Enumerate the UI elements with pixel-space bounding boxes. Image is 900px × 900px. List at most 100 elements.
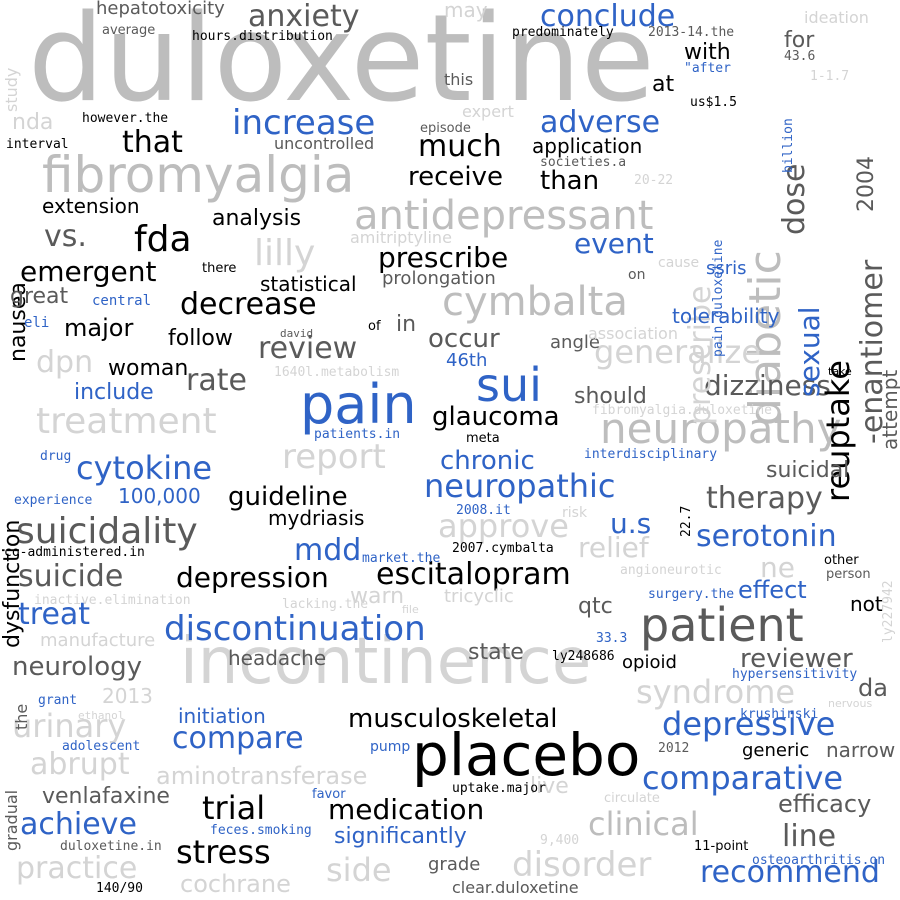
word: aminotransferase bbox=[156, 762, 368, 790]
word: expert bbox=[462, 102, 514, 121]
word: narrow bbox=[826, 738, 896, 762]
word: lilly bbox=[254, 233, 316, 274]
word: other bbox=[824, 553, 859, 568]
word: anxiety bbox=[248, 0, 360, 34]
word: treat bbox=[18, 597, 91, 632]
word: chronic bbox=[440, 446, 535, 476]
word: co-administered.in bbox=[4, 545, 145, 560]
word: 9,400 bbox=[540, 833, 580, 848]
word: 2004 bbox=[854, 156, 879, 212]
word: patient bbox=[640, 598, 804, 652]
word: angioneurotic bbox=[620, 563, 722, 578]
word: average bbox=[102, 23, 156, 38]
word: angle bbox=[550, 332, 600, 353]
word: for bbox=[784, 28, 815, 53]
word: pump bbox=[370, 739, 411, 755]
word: ethanol bbox=[78, 709, 125, 722]
word: osteoarthritis.on bbox=[752, 853, 886, 868]
word: duloxetine bbox=[28, 0, 655, 129]
word: experience bbox=[14, 493, 93, 508]
word: 1640l.metabolism bbox=[274, 365, 400, 380]
word: of bbox=[368, 319, 381, 334]
word: compare bbox=[172, 721, 304, 756]
word: hours.distribution bbox=[192, 29, 333, 44]
word: feces.smoking bbox=[210, 823, 312, 838]
word: emergent bbox=[20, 255, 157, 288]
word: recommend bbox=[700, 855, 880, 890]
word: person bbox=[826, 567, 871, 582]
word: grant bbox=[38, 693, 78, 708]
word: cause bbox=[658, 255, 700, 271]
word: treatment bbox=[36, 401, 217, 442]
word: dose bbox=[777, 163, 812, 235]
word: adverse bbox=[540, 105, 661, 140]
word: generalize bbox=[594, 333, 761, 371]
word: suicidal bbox=[766, 458, 850, 483]
word: 46th bbox=[446, 350, 488, 371]
word: receive bbox=[408, 162, 504, 192]
word: syndrome bbox=[636, 673, 796, 711]
word: side bbox=[326, 851, 392, 889]
word: file bbox=[402, 603, 419, 616]
word: depressive bbox=[662, 705, 836, 743]
word: dpn bbox=[36, 345, 94, 380]
word: 22.7 bbox=[679, 505, 694, 537]
word: uptake.major bbox=[452, 781, 546, 796]
word: david bbox=[280, 327, 314, 340]
word: abrupt bbox=[30, 747, 130, 782]
word: central bbox=[92, 293, 152, 309]
word: u.s bbox=[610, 507, 652, 540]
word: neuropathic bbox=[424, 467, 616, 505]
word: woman bbox=[108, 356, 189, 381]
word: serotonin bbox=[696, 519, 837, 554]
word: achieve bbox=[20, 807, 137, 842]
word: opioid bbox=[622, 652, 677, 673]
word: in bbox=[396, 312, 417, 337]
word: depression bbox=[176, 561, 329, 594]
word: cymbalta bbox=[442, 279, 628, 325]
word: statistical bbox=[260, 272, 357, 296]
word: us$1.5 bbox=[690, 95, 737, 110]
word: urinary bbox=[12, 707, 127, 745]
word: major bbox=[64, 314, 134, 342]
word: rate bbox=[186, 363, 247, 398]
word: 1-1.7 bbox=[810, 69, 850, 84]
word: qtc bbox=[578, 594, 613, 619]
word: live bbox=[530, 774, 569, 799]
word: 2013-14.the bbox=[648, 25, 735, 40]
word: generic bbox=[742, 740, 810, 761]
word: tolerability bbox=[672, 304, 780, 328]
word: cytokine bbox=[76, 449, 213, 487]
word: efficacy bbox=[778, 790, 872, 818]
word: dizziness bbox=[704, 369, 831, 402]
word: decrease bbox=[180, 287, 317, 322]
word: surgery.the bbox=[648, 587, 735, 602]
word: at bbox=[652, 72, 675, 97]
word: 2013 bbox=[102, 684, 153, 708]
word: on bbox=[628, 267, 646, 283]
word: drug bbox=[40, 449, 72, 464]
word: association bbox=[588, 324, 678, 343]
word: guideline bbox=[228, 482, 348, 512]
word: market.the bbox=[362, 551, 441, 566]
word: that bbox=[122, 125, 183, 160]
word: ssris bbox=[706, 258, 747, 279]
word: nda bbox=[12, 110, 54, 135]
word: than bbox=[540, 166, 600, 196]
word: line bbox=[782, 819, 837, 854]
word: da bbox=[858, 674, 888, 702]
word: conclude bbox=[540, 0, 676, 34]
word: manufacture bbox=[40, 630, 156, 651]
word: meta bbox=[466, 431, 500, 446]
word: review bbox=[258, 331, 358, 366]
word: include bbox=[74, 380, 154, 405]
word: mydriasis bbox=[268, 506, 365, 530]
word: musculoskeletal bbox=[348, 704, 558, 734]
word: fibromyalgia.duloxetine bbox=[592, 403, 773, 418]
word: study bbox=[2, 67, 21, 112]
word: 140/90 bbox=[96, 881, 143, 896]
word: amitriptyline bbox=[350, 228, 452, 247]
word: practice bbox=[16, 851, 138, 886]
word: the bbox=[12, 703, 31, 730]
word: favor bbox=[312, 787, 346, 802]
